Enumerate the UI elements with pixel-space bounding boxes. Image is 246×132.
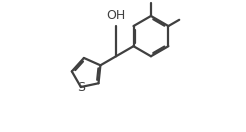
Text: OH: OH — [107, 9, 126, 22]
Text: S: S — [77, 81, 85, 94]
